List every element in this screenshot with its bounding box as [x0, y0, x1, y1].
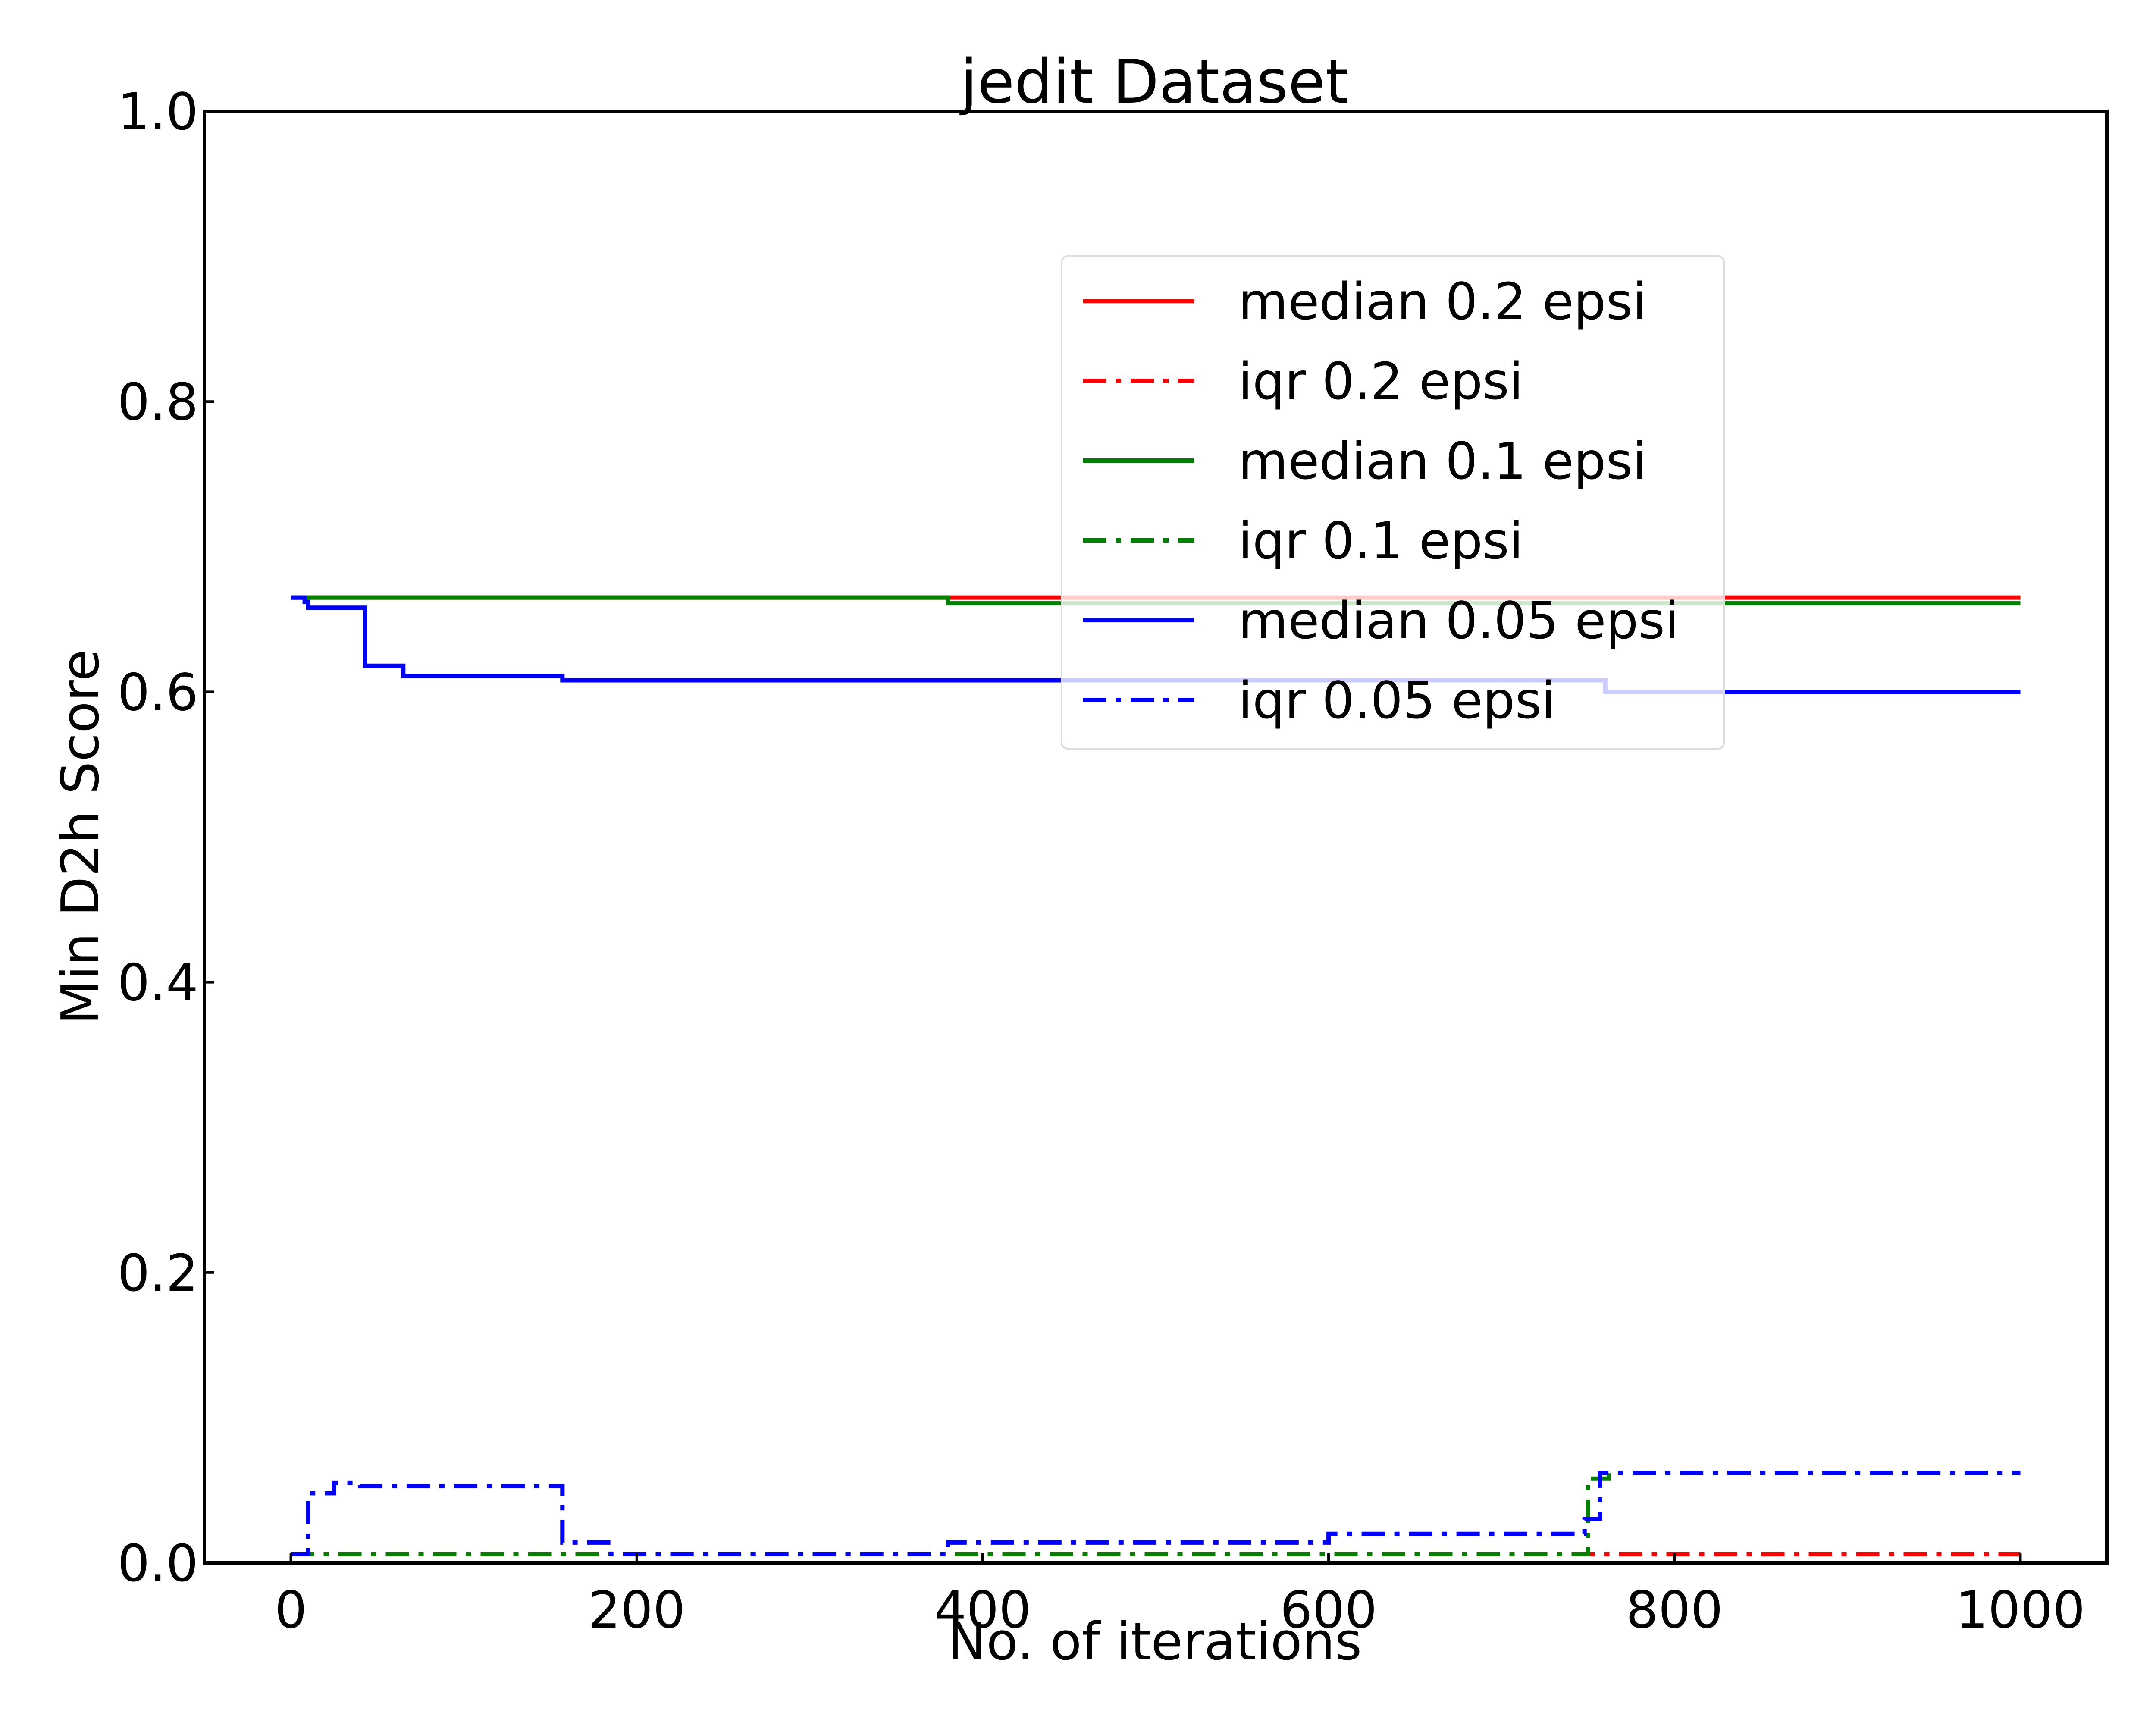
y-tick-label: 0.4 [117, 953, 198, 1013]
x-tick-label: 400 [934, 1580, 1031, 1640]
y-tick-label: 1.0 [117, 82, 198, 141]
x-tick-label: 200 [588, 1580, 685, 1640]
series-line-iqr-0-05-epsi [291, 1471, 2021, 1556]
y-tick-label: 0.6 [117, 662, 198, 722]
legend-label-median-0-05-epsi: median 0.05 epsi [1238, 591, 1679, 650]
legend-label-median-0-1-epsi: median 0.1 epsi [1238, 431, 1647, 491]
y-tick-label: 0.2 [117, 1243, 198, 1303]
x-axis-ticks: 0 200 400 600 800 1000 [275, 1553, 2085, 1640]
plot-frame [203, 110, 2109, 1565]
legend-label-median-0-2-epsi: median 0.2 epsi [1238, 272, 1647, 331]
legend-label-iqr-0-1-epsi: iqr 0.1 epsi [1238, 511, 1523, 571]
x-tick-label: 0 [275, 1580, 307, 1640]
y-tick-label: 0.0 [117, 1534, 198, 1593]
chart-title: jedit Dataset [959, 47, 1349, 117]
legend-box [1061, 255, 1725, 750]
legend-label-iqr-0-2-epsi: iqr 0.2 epsi [1238, 351, 1523, 411]
y-axis-label: Min D2h Score [51, 649, 111, 1025]
x-tick-label: 800 [1626, 1580, 1723, 1640]
y-tick-label: 0.8 [117, 372, 198, 432]
y-axis-ticks: 0.0 0.2 0.4 0.6 0.8 1.0 [117, 82, 214, 1593]
x-axis-label: No. of iterations [948, 1612, 1362, 1672]
x-tick-label: 1000 [1955, 1580, 2085, 1640]
legend: median 0.2 epsi iqr 0.2 epsi median 0.1 ep… [1061, 255, 1725, 750]
legend-label-iqr-0-05-epsi: iqr 0.05 epsi [1238, 671, 1556, 730]
x-tick-label: 600 [1280, 1580, 1377, 1640]
